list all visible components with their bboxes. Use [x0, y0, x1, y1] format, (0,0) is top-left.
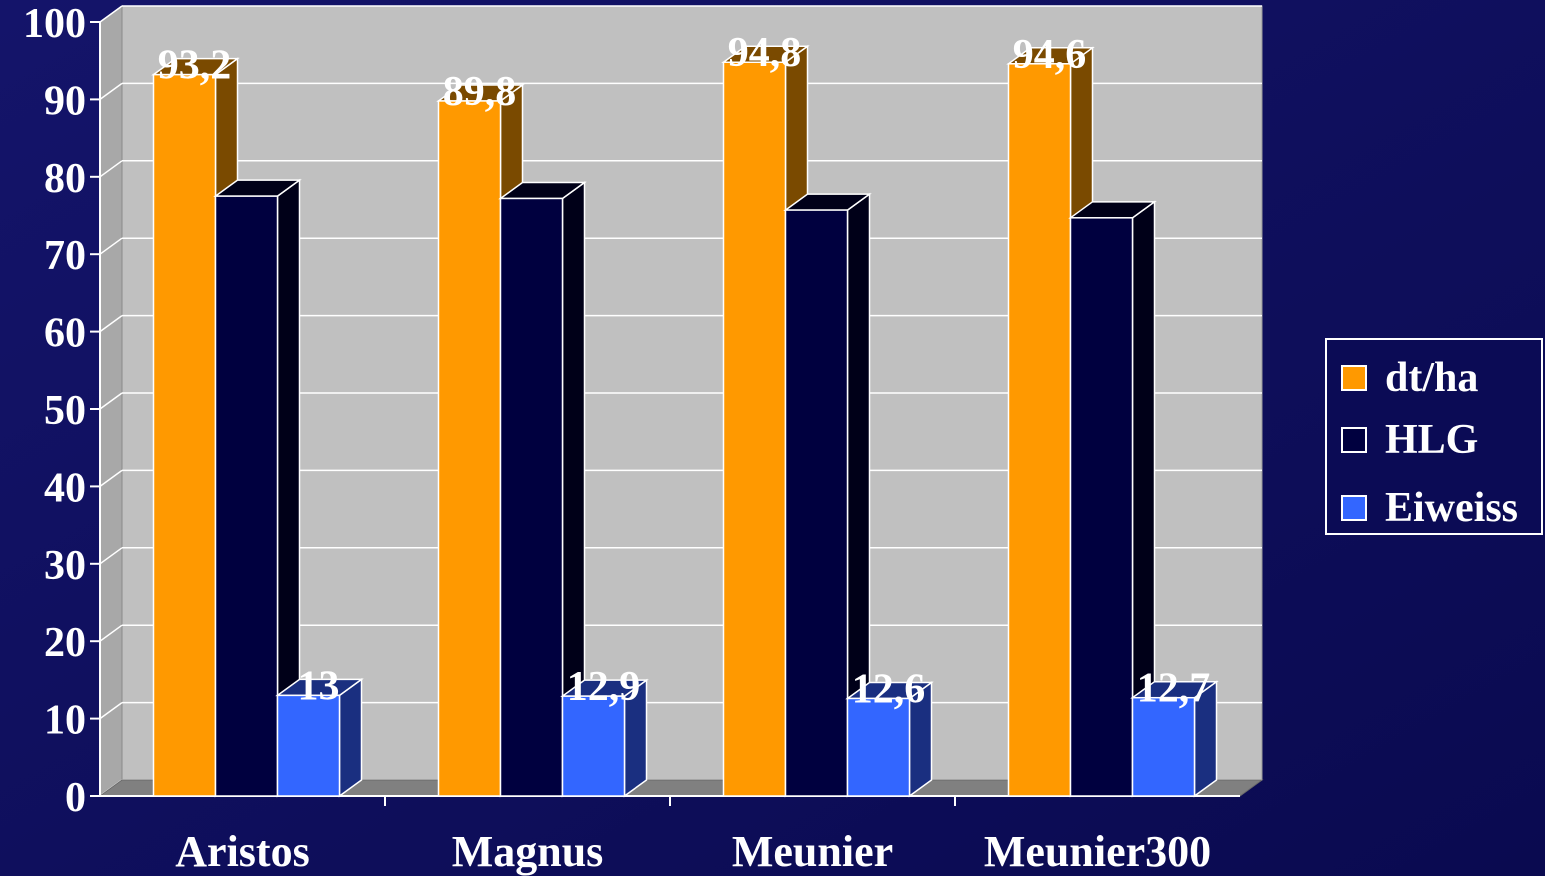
x-tick-label: Meunier — [732, 827, 893, 876]
bar-front — [784, 209, 849, 797]
y-tick-label: 40 — [44, 465, 86, 511]
legend-item-eiweiss: Eiweiss — [1341, 485, 1519, 531]
y-tick-label: 20 — [44, 620, 86, 666]
gridline-depth — [99, 237, 123, 255]
gridline-depth — [99, 392, 123, 410]
x-tick-label: Magnus — [452, 827, 604, 876]
legend-swatch-dt-ha — [1341, 365, 1367, 391]
y-tick-label: 70 — [44, 233, 86, 279]
y-tick-label: 90 — [44, 78, 86, 124]
bar-hlg-meunier300 — [1068, 200, 1157, 798]
data-label-dt-ha-meunier300: 94,6 — [1013, 32, 1087, 78]
bar-hlg-meunier — [783, 192, 872, 798]
bar-front — [1007, 63, 1072, 797]
x-tick-labels: Aristos Magnus Meunier Meunier300 — [175, 827, 1211, 876]
data-labels: 93,2 13 89,8 12,9 94,8 12,6 94,6 12,7 — [158, 30, 1211, 712]
bar-eiweiss-aristos — [275, 677, 364, 798]
y-tick-label: 60 — [44, 311, 86, 357]
y-tick-label: 100 — [23, 1, 86, 47]
bar-front — [1069, 217, 1134, 797]
gridline-depth — [99, 5, 123, 23]
y-tick-label: 30 — [44, 543, 86, 589]
data-label-eiweiss-meunier300: 12,7 — [1137, 666, 1211, 712]
data-label-eiweiss-meunier: 12,6 — [852, 666, 926, 712]
gridline-depth — [99, 547, 123, 565]
bar-hlg-aristos — [213, 178, 302, 798]
data-label-eiweiss-magnus: 12,9 — [567, 664, 641, 710]
legend-swatch-hlg — [1341, 427, 1367, 453]
y-tick-labels: 0 10 20 30 40 50 60 70 80 90 100 — [23, 1, 86, 821]
legend-swatch-eiweiss — [1341, 495, 1367, 521]
bar-front — [846, 697, 911, 797]
bar-front — [276, 694, 341, 797]
data-label-dt-ha-aristos: 93,2 — [158, 43, 232, 89]
y-tick-label: 50 — [44, 388, 86, 434]
data-label-eiweiss-aristos: 13 — [298, 663, 340, 709]
bar-front — [437, 100, 502, 797]
data-label-dt-ha-magnus: 89,8 — [443, 69, 517, 115]
x-tick-label: Aristos — [175, 827, 309, 876]
bar-front — [499, 197, 564, 797]
gridline-depth — [99, 469, 123, 488]
legend-label-dt-ha: dt/ha — [1385, 355, 1479, 401]
gridline-depth — [99, 160, 123, 178]
gridline-depth — [99, 82, 123, 101]
legend-label-eiweiss: Eiweiss — [1385, 485, 1519, 531]
data-label-dt-ha-meunier: 94,8 — [728, 30, 802, 76]
bar-front — [1131, 696, 1196, 797]
bar-eiweiss-meunier — [845, 681, 934, 798]
bar-eiweiss-meunier300 — [1130, 680, 1219, 798]
legend-item-hlg: HLG — [1341, 417, 1479, 463]
legend-label-hlg: HLG — [1385, 417, 1479, 463]
x-tick-label: Meunier300 — [984, 827, 1211, 876]
bar-front — [152, 73, 217, 797]
bar-front — [722, 61, 787, 797]
bars — [151, 44, 1219, 798]
legend-item-dt-ha: dt/ha — [1341, 355, 1479, 401]
y-tick-label: 80 — [44, 156, 86, 202]
bar-front — [561, 695, 626, 797]
gridline-depth — [99, 624, 123, 642]
y-tick-label: 0 — [65, 775, 86, 821]
bar-side — [338, 677, 363, 798]
bar-front — [214, 195, 279, 797]
legend: dt/ha HLG Eiweiss — [1325, 338, 1543, 535]
y-tick-label: 10 — [44, 698, 86, 744]
gridline-depth — [99, 314, 123, 333]
bar-hlg-magnus — [498, 180, 587, 798]
gridline-depth — [99, 701, 123, 720]
bar-eiweiss-magnus — [560, 678, 649, 798]
